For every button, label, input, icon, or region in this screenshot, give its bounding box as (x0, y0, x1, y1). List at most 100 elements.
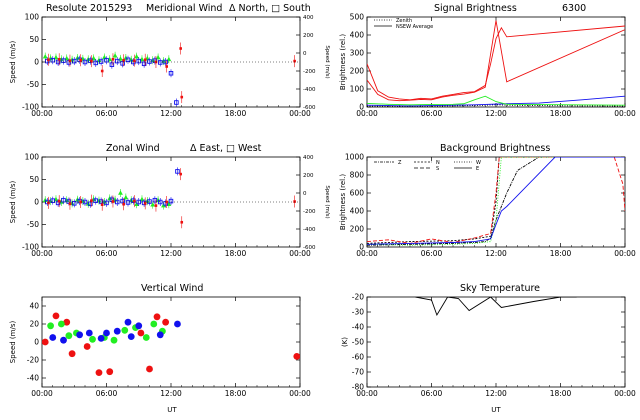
x-tick-label: 00:00 (356, 389, 378, 398)
x-tick-label: 06:00 (421, 389, 443, 398)
panel-6-frame (366, 296, 626, 388)
y-tick-label: 50 (29, 35, 39, 44)
panel-1-plot-area (42, 42, 300, 107)
panel-2-plot-area (367, 20, 625, 107)
y-tick-label: 40 (29, 302, 39, 311)
p4-legend-n: N (436, 160, 440, 166)
x-tick-label: 06:00 (421, 109, 443, 118)
y-tick-label: -100 (22, 243, 39, 252)
y-tick-label: 1000 (345, 153, 364, 162)
p4-legend-s: S (436, 166, 439, 172)
x-tick-label: 12:00 (485, 109, 507, 118)
panel-4-plot-area (367, 157, 625, 246)
y-tick-label: 200 (350, 67, 365, 76)
zenith-line (367, 104, 625, 107)
p4-legend-w: W (476, 160, 481, 166)
p1-ylabel-right: Speed (m/s) (324, 45, 330, 78)
p2-ylabel: Brightness (rel.) (339, 34, 347, 90)
p3-ylabel-right: Speed (m/s) (324, 185, 330, 218)
series2-point (174, 320, 181, 328)
series0-point (106, 368, 114, 376)
y-tick-label: 100 (350, 85, 365, 94)
panel-2-frame (366, 16, 626, 108)
panel-4: 00:00 06:00 12:00 18:00 00:00020040060080010… (345, 153, 636, 259)
p2-legend-zenith: Zenith (396, 18, 412, 24)
x-tick-label: 18:00 (550, 389, 572, 398)
p4-ylabel: Brightness (rel.) (339, 174, 347, 230)
p1-ylabel: Speed (m/s) (9, 41, 17, 84)
x-tick-label: 18:00 (550, 109, 572, 118)
y-tick-label: -40 (27, 374, 39, 383)
y-tick-label: 200 (350, 225, 365, 234)
panel-6: 00:00 06:00 12:00 18:00 00:00-80-70-60-50-40… (352, 293, 636, 399)
p4-legend-z: Z (398, 160, 402, 166)
series0-point (137, 329, 145, 337)
p6-xlabel: UT (491, 406, 501, 414)
x-tick-label: 06:00 (96, 249, 118, 258)
x-tick-label: 00:00 (356, 249, 378, 258)
y2-tick-label: 400 (303, 15, 314, 21)
y2-tick-label: 0 (303, 191, 307, 197)
x-tick-label: 12:00 (485, 249, 507, 258)
series2-point (156, 331, 164, 339)
y-tick-label: -70 (352, 368, 364, 377)
series2-point (49, 334, 57, 341)
y-tick-label: 500 (350, 13, 365, 22)
y-tick-label: -60 (352, 353, 364, 362)
series4-line (367, 95, 625, 106)
x-tick-label: 06:00 (96, 389, 118, 398)
y-tick-label: 300 (350, 49, 365, 58)
x-tick-label: 12:00 (160, 389, 182, 398)
p1-title-right: Δ North, □ South (229, 3, 311, 14)
panel-3-plot-area (42, 167, 300, 229)
x-tick-label: 00:00 (614, 389, 636, 398)
s-line (367, 157, 625, 244)
series1-point (89, 335, 96, 343)
series0-point (293, 353, 300, 360)
series2-point (76, 331, 84, 339)
series3-line (367, 20, 625, 102)
x-tick-label: 12:00 (485, 389, 507, 398)
series2-point (113, 327, 121, 335)
panel-2: 00:00 06:00 12:00 18:00 00:00010020030040050… (350, 13, 636, 119)
p5-title: Vertical Wind (141, 283, 203, 294)
x-tick-label: 00:00 (356, 109, 378, 118)
series2-point (127, 333, 135, 340)
y-tick-label: -50 (27, 220, 39, 229)
n-line (367, 157, 625, 244)
y-tick-label: 100 (25, 13, 40, 22)
p4-title: Background Brightness (440, 143, 550, 154)
x-tick-label: 00:00 (31, 389, 53, 398)
series2-point (103, 329, 110, 337)
p3-title-right: Δ East, □ West (190, 143, 262, 154)
y-tick-label: -20 (352, 293, 364, 302)
series2-point (135, 322, 143, 330)
panel-5-plot-area (42, 312, 300, 376)
y-tick-label: -100 (22, 103, 39, 112)
y-tick-label: 0 (34, 58, 39, 67)
series0-point (95, 369, 103, 376)
x-tick-label: 06:00 (96, 109, 118, 118)
p5-xlabel: UT (167, 406, 177, 414)
p2-title-right: 6300 (562, 3, 586, 14)
x-tick-label: 18:00 (225, 249, 247, 258)
y-tick-label: 20 (29, 320, 39, 329)
y-tick-label: -40 (352, 323, 364, 332)
nsew-average-line (367, 95, 625, 107)
series0-point (83, 343, 91, 350)
series0-point (162, 318, 170, 326)
y-tick-label: 0 (34, 338, 39, 347)
p6-ylabel: (K) (341, 337, 349, 347)
chart-marks: 00:00 06:00 12:00 18:00 00:00 -100 -50 0 50 100 -6… (22, 13, 636, 399)
series0-point (52, 312, 60, 320)
series0-point (153, 313, 161, 321)
series0-line (415, 297, 577, 317)
y2-tick-label: 0 (303, 51, 307, 57)
y2-tick-label: -400 (303, 227, 316, 233)
series1-point (110, 336, 118, 344)
series1-point (142, 334, 150, 341)
p2-legend: Zenith NSEW Average (374, 18, 433, 30)
y-tick-label: -30 (352, 308, 364, 317)
y2-tick-label: -200 (303, 69, 316, 75)
panel-5-frame (41, 296, 301, 388)
